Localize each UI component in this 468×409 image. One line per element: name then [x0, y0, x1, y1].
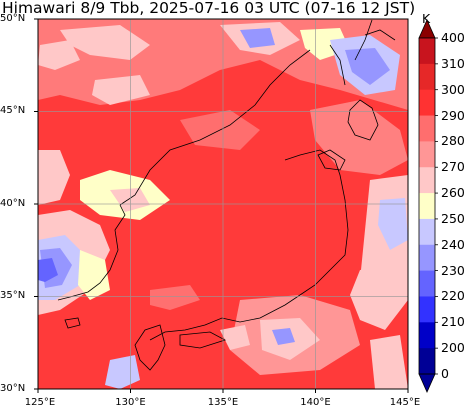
colorbar-label: 200 [441, 340, 465, 356]
colorbar-label: 240 [441, 236, 465, 252]
colorbar-segment [419, 348, 435, 375]
lat-label-45: 45°N [0, 105, 26, 116]
colorbar-segment [419, 115, 435, 142]
colorbar-label: 270 [441, 159, 465, 175]
colorbar-segment [419, 244, 435, 272]
colorbar-label: 220 [441, 288, 465, 304]
colorbar-label: 0 [441, 366, 449, 381]
coastlines [57, 19, 396, 371]
colorbar-segment [419, 193, 435, 220]
colorbar-segment [419, 322, 435, 349]
lon-label-135: 135°E [207, 397, 239, 408]
colorbar-label: 280 [441, 133, 465, 149]
colorbar [418, 19, 438, 393]
colorbar-label: 230 [441, 262, 465, 278]
colorbar-label: 210 [441, 314, 465, 330]
lon-label-130: 130°E [115, 397, 146, 408]
colorbar-segment [419, 296, 435, 323]
lon-label-140: 140°E [300, 397, 331, 408]
colorbar-label: 260 [441, 185, 465, 201]
colorbar-frame [418, 37, 436, 375]
map-title: Himawari 8/9 Tbb, 2025-07-16 03 UTC (07-… [2, 0, 416, 17]
gridlines [38, 19, 408, 389]
colorbar-segment [419, 63, 435, 91]
colorbar-label: 290 [441, 107, 465, 123]
lon-label-145: 145°E [389, 397, 421, 408]
colorbar-segment [419, 141, 435, 168]
colorbar-label: 250 [441, 210, 465, 226]
lat-label-40: 40°N [0, 198, 26, 209]
colorbar-segment [419, 270, 435, 297]
colorbar-segment [419, 167, 435, 194]
colorbar-unit: K [422, 11, 431, 26]
colorbar-segment [419, 38, 435, 65]
colorbar-segment [419, 218, 435, 246]
colorbar-label: 310 [441, 55, 465, 71]
colorbar-extend-bottom [418, 373, 436, 393]
lat-label-50: 50°N [0, 13, 26, 24]
lon-label-125: 125°E [24, 397, 56, 408]
axis-ticks [34, 18, 409, 393]
colorbar-segment [419, 89, 435, 117]
colorbar-label: 300 [441, 81, 465, 97]
lat-label-30: 30°N [0, 383, 26, 394]
lat-label-35: 35°N [0, 290, 26, 301]
colorbar-label: 400 [441, 30, 465, 45]
